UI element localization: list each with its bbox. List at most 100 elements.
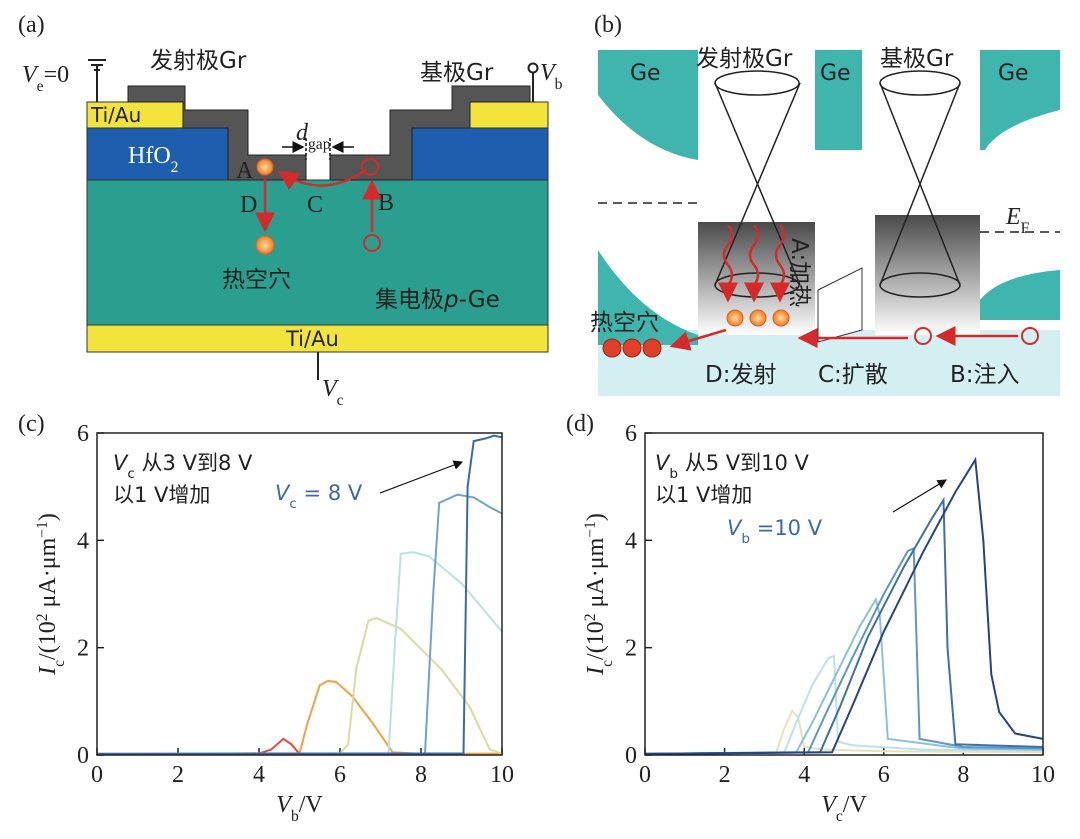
ge-band [815, 50, 862, 150]
text-part: = 8 V [297, 481, 363, 505]
x-tick-label: 2 [719, 762, 731, 788]
y-tick-label: 2 [77, 636, 89, 662]
text-part: gap [308, 136, 331, 153]
label: Ge [998, 61, 1029, 86]
label: D:发射 [705, 362, 776, 388]
x-tick-label: 0 [639, 762, 651, 788]
text-part: /(10 [583, 621, 609, 660]
plot-frame [96, 432, 503, 756]
text-part: HfO [128, 143, 171, 169]
text-part: V [22, 62, 39, 88]
text-part: e [37, 78, 44, 95]
text-part: F [1021, 220, 1030, 237]
annotation: 以1 V增加 [113, 483, 210, 507]
annotation: Vc = 8 V [275, 481, 363, 512]
y-tick-label: 0 [77, 743, 89, 769]
text-part: 以1 V增加 [113, 483, 210, 507]
text-part: E [1005, 204, 1021, 230]
label: B [378, 190, 394, 216]
label: Ti/Au [90, 103, 141, 127]
text-part: V [727, 516, 743, 540]
x-tick-label: 4 [798, 762, 810, 788]
label: HfO2 [128, 143, 178, 176]
text-part: c [127, 466, 135, 482]
x-tick-label: 6 [878, 762, 890, 788]
annotation-arrow [892, 479, 948, 513]
label: 基极Gr [880, 46, 954, 72]
label: Ge [820, 61, 851, 86]
data-line [96, 679, 502, 755]
ge-band [980, 50, 1060, 150]
label: A [236, 158, 254, 184]
heat-arrows [669, 224, 1018, 351]
label: C:扩散 [818, 362, 888, 388]
label: Vb [540, 60, 563, 93]
x-axis-label: Vb/V [276, 792, 323, 825]
hole [256, 158, 274, 176]
x-tick-label: 6 [334, 762, 346, 788]
text-part: μA·μm [35, 537, 61, 613]
panel-label: (a) [18, 12, 45, 38]
text-part: 2 [582, 613, 599, 621]
text-part: 以1 V增加 [655, 483, 752, 507]
text-part: I [35, 666, 61, 676]
text-part: c [599, 660, 616, 667]
label: Ge [630, 61, 661, 86]
wires [88, 59, 534, 380]
text-part: /V [299, 792, 324, 818]
x-tick-label: 2 [172, 762, 184, 788]
barrier [817, 267, 863, 343]
data-line [96, 617, 503, 755]
y-tick-label: 6 [625, 421, 637, 447]
terminal [527, 62, 539, 74]
label: Ve=0 [22, 62, 69, 95]
annotation-arrow [379, 460, 464, 494]
data-line [96, 434, 503, 755]
x-tick-label: 10 [1031, 762, 1055, 788]
x-tick-label: 0 [91, 762, 103, 788]
text-part: −1 [34, 521, 51, 538]
data-line [644, 596, 1044, 755]
label: D [240, 192, 257, 218]
y-tick-label: 4 [77, 528, 89, 554]
label: B:注入 [950, 362, 1020, 388]
gap-marker [282, 138, 354, 160]
text-part: c [51, 660, 68, 667]
text-part: b [741, 531, 750, 547]
text-part: V [322, 376, 339, 402]
label: 基极Gr [420, 60, 494, 86]
y-tick-label: 2 [625, 636, 637, 662]
x-tick-label: 8 [415, 762, 427, 788]
x-tick-label: 4 [253, 762, 265, 788]
text-part: =0 [44, 62, 70, 88]
text-part: d [296, 120, 309, 146]
text-part: 2 [171, 159, 179, 176]
label: dgap [296, 120, 331, 153]
hole-empty [361, 158, 379, 176]
dirac-cones [598, 70, 1060, 298]
annotation: Vb =10 V [727, 516, 823, 547]
ge-band [598, 50, 698, 160]
panel-label: (b) [594, 12, 622, 38]
text-part: −1 [582, 521, 599, 538]
holes [602, 309, 1039, 358]
label: 热空穴 [222, 267, 291, 293]
x-tick-label: 8 [957, 762, 969, 788]
substrate [86, 179, 549, 326]
contact-right [469, 101, 549, 129]
text-part: b [555, 76, 563, 93]
emitter-graphene [127, 85, 307, 181]
data-line [644, 546, 1044, 755]
label: 发射极Gr [696, 46, 793, 72]
text-part: 从5 V到10 V [678, 451, 809, 475]
text-part: V [655, 451, 671, 475]
label: Ti/Au [285, 327, 339, 351]
annotation: Vc 从3 V到8 V [113, 451, 253, 482]
text-part: b [669, 466, 678, 482]
label: 集电极p-Ge [375, 287, 500, 313]
text-part: V [821, 792, 838, 818]
panel-a: (a) Ve=0 发射极Gr 基极Gr Vb Ti/Au dgap HfO2 A… [18, 12, 563, 409]
label: 热空穴 [590, 310, 659, 336]
x-axis-label: Vc/V [821, 792, 867, 825]
hfo2-right [411, 127, 549, 181]
